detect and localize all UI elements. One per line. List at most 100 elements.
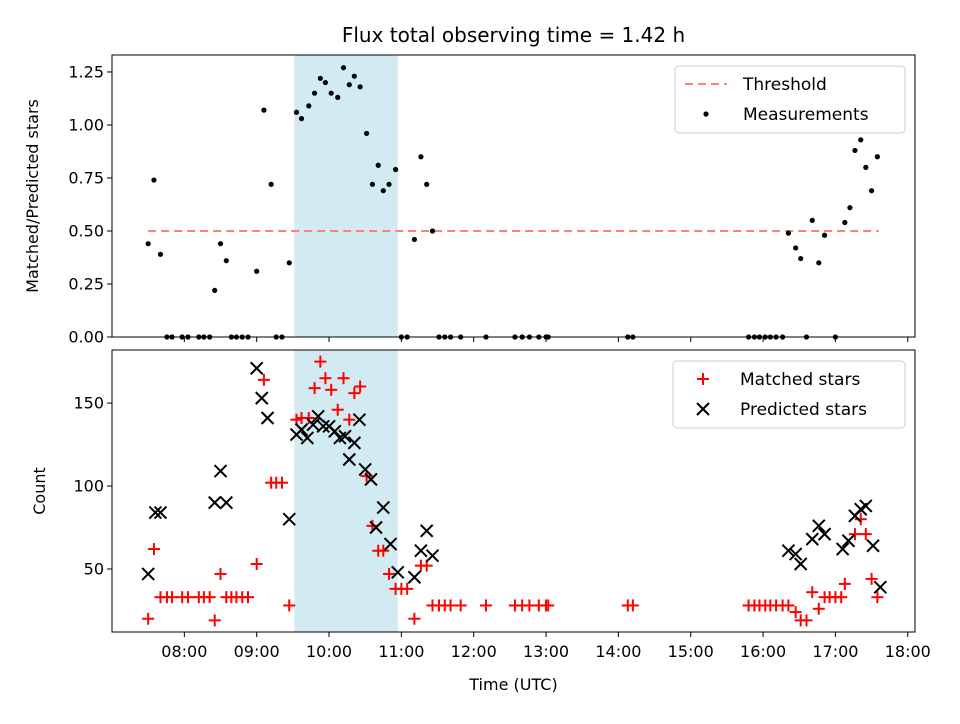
x-tick-label: 13:00 <box>523 642 569 661</box>
measurement-point <box>380 188 386 194</box>
matched-star-point <box>408 612 421 625</box>
measurement-point <box>411 236 417 243</box>
measurement-point <box>868 188 875 194</box>
measurement-point <box>268 181 274 187</box>
predicted-star-point <box>282 512 296 526</box>
matched-star-point <box>354 380 367 393</box>
measurement-point <box>335 94 341 101</box>
measurement-point <box>151 177 157 183</box>
measurement-point <box>375 162 381 168</box>
matched-star-point <box>480 599 493 612</box>
matched-star-point <box>325 383 338 396</box>
matched-star-point <box>782 599 795 612</box>
predicted-star-point <box>148 505 163 520</box>
count-legend: Matched stars Predicted stars <box>672 360 906 429</box>
matched-star-point <box>302 412 315 425</box>
predicted-star-point <box>294 422 309 437</box>
matched-star-point <box>383 567 396 580</box>
measurement-point <box>328 90 334 96</box>
y-tick-label: 0.25 <box>68 274 104 293</box>
matched-star-point <box>208 614 221 627</box>
matched-star-point <box>835 591 848 604</box>
predicted-star-point <box>805 532 819 546</box>
y-tick-label: 150 <box>73 394 104 413</box>
predicted-star-point <box>781 544 796 558</box>
predicted-star-point <box>316 419 330 434</box>
predicted-star-point <box>342 452 356 467</box>
matched-star-point <box>166 591 179 604</box>
y-tick-label: 0.00 <box>68 328 104 347</box>
predicted-star-point <box>793 557 808 571</box>
predicted-star-point <box>866 539 880 553</box>
matched-star-point <box>319 372 332 385</box>
matched-star-point <box>308 382 321 395</box>
matched-star-point <box>142 612 155 625</box>
ratio-legend: Threshold Measurements <box>674 65 906 134</box>
ratio-panel: 0.00 0.25 0.50 0.75 1.00 1.25 Matched/Predict… <box>23 54 916 347</box>
matched-star-point <box>848 528 861 541</box>
y-tick-label: 50 <box>84 559 104 578</box>
x-tick-label: 14:00 <box>595 642 641 661</box>
measurement-point <box>340 65 347 71</box>
predicted-star-point <box>859 499 873 513</box>
matched-star-point <box>542 599 555 612</box>
matched-star-point <box>377 544 390 557</box>
predicted-star-point <box>219 495 234 510</box>
predicted-star-point <box>369 520 383 535</box>
count-y-axis-label: Count <box>30 467 49 515</box>
count-y-axis: 50 100 150 <box>73 394 112 578</box>
matched-star-point <box>812 602 825 615</box>
measurement-point <box>364 130 370 137</box>
matched-star-point <box>865 572 878 585</box>
legend-threshold-label: Threshold <box>742 75 827 95</box>
predicted-star-point <box>376 500 390 515</box>
chart-title: Flux total observing time = 1.42 h <box>342 23 685 47</box>
y-tick-label: 0.75 <box>68 168 104 187</box>
matched-star-point <box>214 567 227 580</box>
measurement-point <box>785 230 792 236</box>
predicted-star-point <box>873 580 887 594</box>
x-tick-label: 08:00 <box>161 642 207 661</box>
matched-star-point <box>838 577 851 590</box>
matched-star-point <box>257 373 270 386</box>
y-tick-label: 1.25 <box>68 62 104 81</box>
ratio-y-axis-label: Matched/Predicted stars <box>23 99 42 293</box>
predicted-star-point <box>841 534 856 548</box>
predicted-star-point <box>141 567 155 581</box>
count-x-axis: 08:00 09:00 10:00 11:00 12:00 13:00 14:00 15:00… <box>161 632 931 661</box>
predicted-star-point <box>812 519 826 533</box>
x-tick-label: 18:00 <box>885 642 931 661</box>
matched-star-point <box>343 413 356 426</box>
matched-star-point <box>331 403 344 416</box>
measurement-point <box>351 73 357 79</box>
x-tick-label: 16:00 <box>740 642 786 661</box>
measurement-point <box>847 205 853 211</box>
predicted-star-point <box>835 542 850 556</box>
matched-star-point <box>348 387 361 400</box>
measurement-point <box>223 258 229 264</box>
y-tick-label: 0.50 <box>68 221 104 240</box>
measurement-point <box>293 109 300 115</box>
measurement-point <box>317 75 323 81</box>
legend-matched-swatch <box>697 373 709 385</box>
predicted-star-point <box>425 548 440 563</box>
measurement-point <box>816 260 822 266</box>
matched-star-point <box>181 591 194 604</box>
x-tick-label: 11:00 <box>378 642 424 661</box>
matched-star-point <box>283 599 296 612</box>
matched-star-point <box>401 582 414 595</box>
legend-matched-label: Matched stars <box>740 370 860 390</box>
measurement-point <box>298 116 305 122</box>
measurement-point <box>306 103 312 109</box>
matched-star-point <box>250 557 263 570</box>
measurement-point <box>357 84 363 90</box>
matched-star-point <box>147 543 160 556</box>
matched-star-point <box>454 599 467 612</box>
measurement-point <box>369 181 376 187</box>
measurement-point <box>874 154 880 160</box>
count-highlight-span <box>294 350 398 632</box>
measurement-point <box>842 219 848 226</box>
predicted-star-point <box>300 431 315 445</box>
measurement-point <box>863 164 869 170</box>
